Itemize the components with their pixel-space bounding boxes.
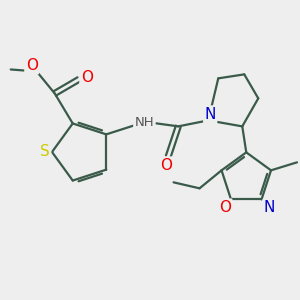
Text: N: N <box>264 200 275 215</box>
Text: NH: NH <box>134 116 154 129</box>
Text: O: O <box>26 58 38 73</box>
Text: S: S <box>40 145 50 160</box>
Text: O: O <box>219 200 231 215</box>
Text: O: O <box>81 70 93 85</box>
Text: N: N <box>205 107 216 122</box>
Text: O: O <box>160 158 172 173</box>
